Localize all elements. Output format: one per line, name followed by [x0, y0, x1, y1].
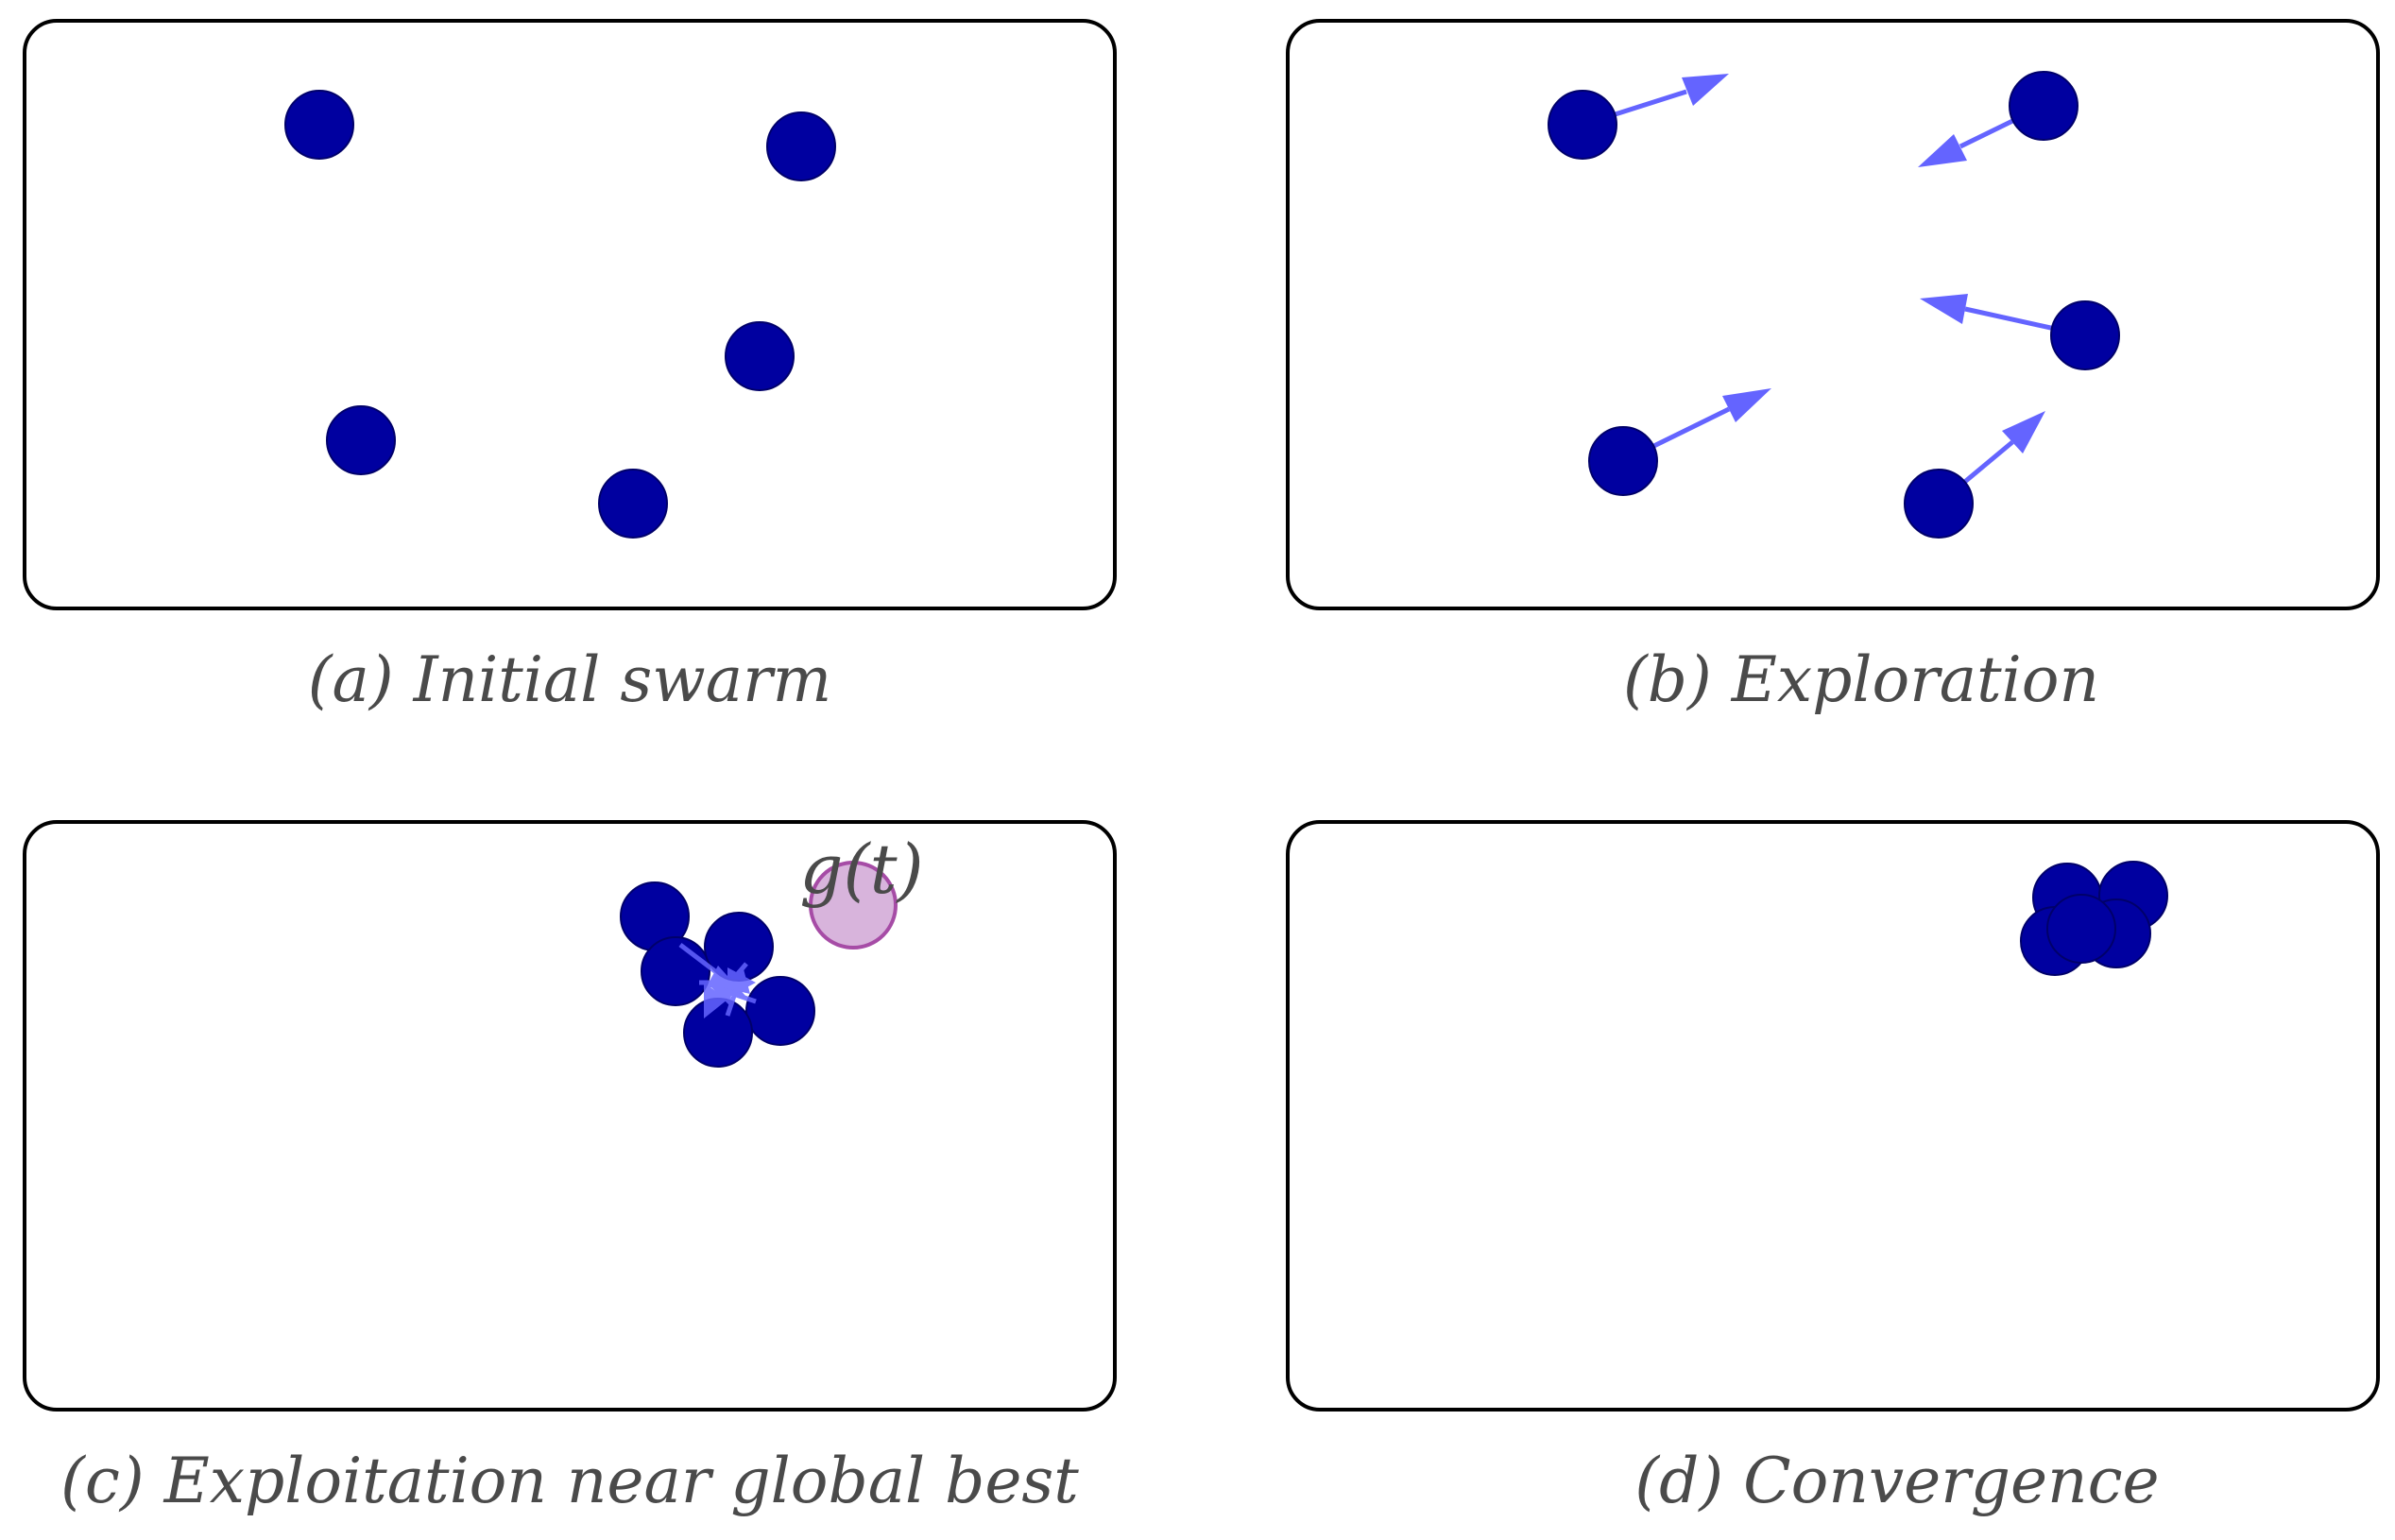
particle — [598, 469, 668, 539]
particle — [1588, 426, 1658, 496]
particle — [1548, 90, 1617, 160]
global-best-label: g(t) — [799, 830, 923, 909]
panel-c-arrows — [678, 943, 757, 1018]
particle — [2046, 894, 2116, 964]
panel-c-caption: (c) Exploitation near global best — [60, 1445, 1079, 1517]
velocity-arrow — [722, 966, 750, 1017]
panel-b-caption: (b) Exploration — [1623, 643, 2099, 716]
panel-d: (d) Convergence — [1286, 820, 2380, 1517]
panel-a-caption: (a) Initial swarm — [308, 643, 831, 716]
particle — [2050, 300, 2120, 370]
particle — [1904, 469, 1974, 539]
particle — [641, 936, 710, 1006]
panel-b-frame — [1286, 19, 2380, 610]
particle — [2009, 71, 2079, 141]
panel-a: (a) Initial swarm — [23, 19, 1117, 716]
panel-b-particles — [1548, 71, 2120, 539]
particle — [284, 90, 354, 160]
panel-a-frame — [23, 19, 1117, 610]
panel-c-frame — [23, 820, 1117, 1412]
panel-d-particles — [2020, 861, 2168, 976]
particle — [326, 405, 396, 475]
panel-d-caption: (d) Convergence — [1634, 1445, 2159, 1517]
panel-d-frame — [1286, 820, 2380, 1412]
particle — [766, 111, 836, 181]
particle — [725, 321, 795, 391]
panel-b: (b) Exploration — [1286, 19, 2380, 716]
particle — [683, 998, 753, 1068]
particle — [745, 976, 815, 1046]
panel-c: g(t) (c) Exploitation near global best — [23, 820, 1117, 1517]
panel-a-particles — [284, 90, 836, 539]
global-best-marker — [809, 861, 898, 950]
